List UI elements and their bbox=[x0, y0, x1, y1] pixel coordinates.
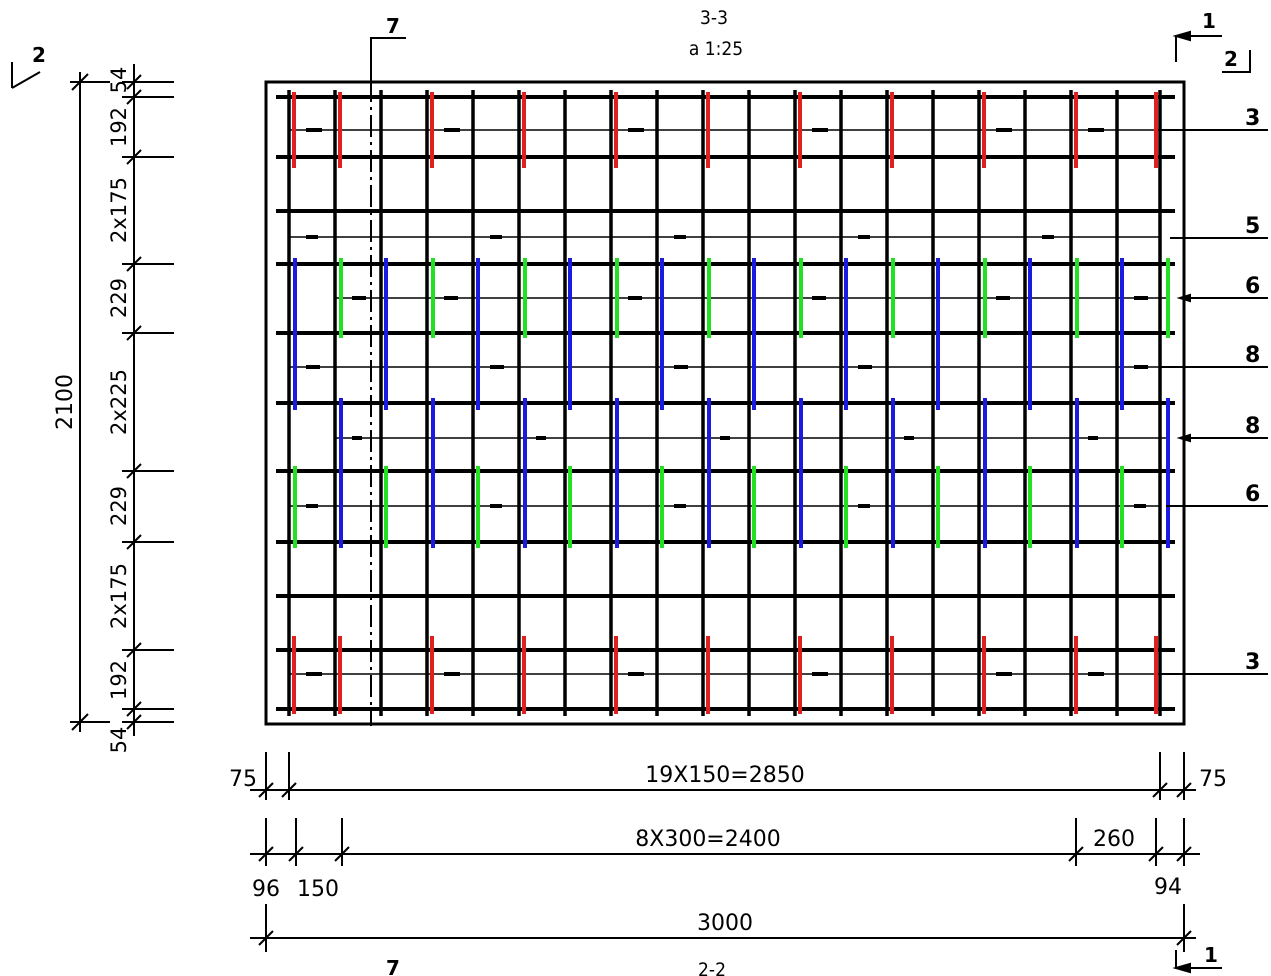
bottom-section-label: 2-2 bbox=[698, 959, 726, 976]
callout-8-lower: 8 bbox=[1245, 414, 1260, 439]
dim-h-3000: 3000 bbox=[697, 911, 753, 936]
dim-v-2x225: 2x225 bbox=[107, 369, 131, 435]
section-scale: а 1:25 bbox=[689, 38, 743, 60]
callout-8-upper: 8 bbox=[1245, 343, 1260, 368]
dim-h-75-right: 75 bbox=[1199, 767, 1227, 792]
cut-marker-right-bottom bbox=[1172, 950, 1222, 974]
colored-bars bbox=[292, 92, 1170, 714]
callout-7-bottom: 7 bbox=[386, 956, 400, 976]
dim-h-19x150: 19X150=2850 bbox=[645, 763, 804, 788]
cut-marker-right-top-1: 1 bbox=[1202, 9, 1216, 33]
thin-bars bbox=[290, 129, 1166, 675]
section-title: 3-3 bbox=[700, 7, 728, 29]
callout-7-leader-top bbox=[370, 37, 406, 80]
dim-h-94: 94 bbox=[1154, 875, 1182, 900]
dim-overall-2100: 2100 bbox=[53, 374, 78, 430]
callout-6-lower: 6 bbox=[1245, 482, 1260, 507]
vertical-bars bbox=[287, 90, 1162, 716]
cut-marker-right-top-2: 2 bbox=[1224, 47, 1238, 71]
vertical-dimension-lines bbox=[70, 64, 174, 736]
callout-3-bottom: 3 bbox=[1245, 650, 1260, 675]
cut-marker-right-bottom-1: 1 bbox=[1204, 943, 1218, 967]
dim-v-2x175-top: 2x175 bbox=[107, 177, 131, 243]
callout-5: 5 bbox=[1245, 214, 1260, 239]
dim-h-75-left: 75 bbox=[229, 767, 257, 792]
dim-h-96: 96 bbox=[252, 877, 280, 902]
callout-7-top: 7 bbox=[386, 14, 400, 38]
horizontal-dimension-lines bbox=[250, 752, 1200, 952]
callout-6-upper: 6 bbox=[1245, 274, 1260, 299]
dim-v-229-bottom: 229 bbox=[107, 486, 131, 526]
dim-v-2x175-bottom: 2x175 bbox=[107, 563, 131, 629]
dim-v-192-bottom: 192 bbox=[107, 660, 131, 700]
dim-v-229-top: 229 bbox=[107, 278, 131, 318]
dim-v-54-top: 54 bbox=[107, 67, 131, 94]
callout-leaders bbox=[1160, 129, 1268, 675]
dim-h-260: 260 bbox=[1093, 827, 1135, 852]
callout-3-top: 3 bbox=[1245, 106, 1260, 131]
horizontal-bars bbox=[276, 95, 1175, 711]
cut-marker-left-top-label: 2 bbox=[32, 43, 46, 67]
section-outline bbox=[264, 80, 1186, 726]
dim-h-8x300: 8X300=2400 bbox=[635, 827, 780, 852]
cut-marker-right-top bbox=[1172, 30, 1251, 73]
dim-v-54-bottom: 54 bbox=[107, 727, 131, 754]
dim-h-150: 150 bbox=[297, 877, 339, 902]
cut-marker-left-top bbox=[11, 62, 41, 89]
dim-v-192-top: 192 bbox=[107, 107, 131, 147]
